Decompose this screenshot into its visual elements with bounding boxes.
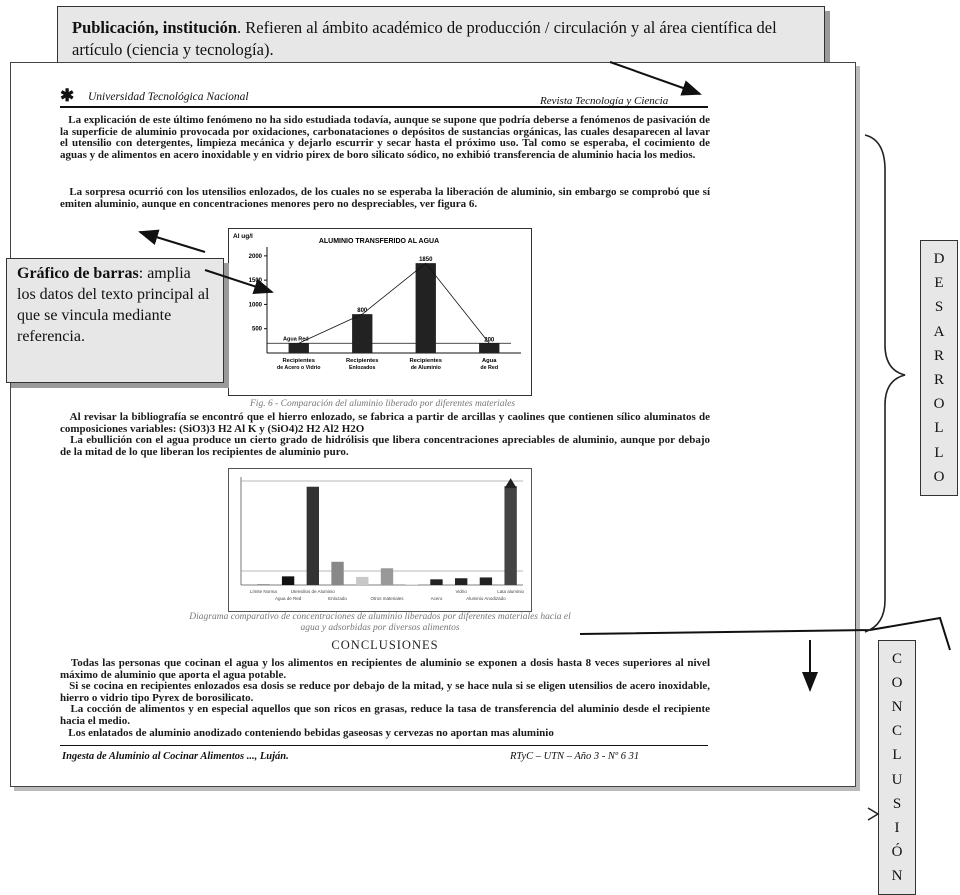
arrow-to-reference bbox=[138, 229, 206, 253]
paragraph-1: La explicación de este último fenómeno n… bbox=[60, 114, 711, 161]
chart-2-svg: Límite Norma Agua de Red Utensilios de Alu… bbox=[240, 477, 525, 601]
chart-1-category-label: Recipientes bbox=[282, 358, 315, 364]
figure-1-caption: Fig. 6 - Comparación del aluminio libera… bbox=[250, 399, 516, 409]
conclusions-text: Todas las personas que cocinan el agua y… bbox=[60, 657, 711, 739]
paragraph-2: La sorpresa ocurrió con los utensilios e… bbox=[60, 186, 711, 210]
chart-1-ytick-label: 2000 bbox=[249, 254, 263, 260]
chart-1-bar bbox=[352, 314, 373, 353]
chart-1-ytick-label: 1000 bbox=[249, 302, 263, 308]
chart-1-bar bbox=[288, 343, 309, 353]
conclusion-letter: Ó bbox=[891, 843, 903, 860]
chart-2-category-label: Lata aluminio bbox=[497, 589, 524, 594]
chart-2-bar bbox=[430, 579, 443, 585]
chart-1-bar bbox=[415, 263, 436, 353]
desarrollo-letter: R bbox=[933, 347, 944, 364]
arrow-to-header bbox=[609, 61, 702, 96]
conclusion-letter: S bbox=[892, 795, 902, 812]
chart-2-category-label: Utensilios de Aluminio bbox=[291, 589, 336, 594]
desarrollo-letter: L bbox=[934, 420, 944, 437]
desarrollo-letter: L bbox=[934, 444, 944, 461]
chart-1-category-label: Enlozados bbox=[349, 365, 376, 371]
chart-1-ylabel: Al ug/l bbox=[233, 233, 253, 240]
chart-1-data-label: 200 bbox=[484, 337, 495, 343]
paragraph-3: Al revisar la bibliografía se encontró q… bbox=[60, 411, 711, 458]
chart-1-title: ALUMINIO TRANSFERIDO AL AGUA bbox=[319, 238, 439, 245]
chart-2-category-label: Enlozado bbox=[328, 596, 347, 601]
arrow-to-chart bbox=[204, 269, 274, 294]
conclusion-pointer-icon bbox=[867, 807, 880, 821]
chart-2-bar bbox=[331, 561, 344, 585]
chart-1-category-label: de Red bbox=[480, 365, 498, 371]
chart-1-svg: ALUMINIO TRANSFERIDO AL AGUA Al ug/l 500 10… bbox=[233, 233, 521, 371]
chart-1-category-label: Recipientes bbox=[409, 358, 442, 364]
callout-publication: Publicación, institución. Refieren al ám… bbox=[57, 6, 825, 72]
chart-2-bar bbox=[380, 568, 394, 585]
chart-1-bar bbox=[479, 343, 500, 353]
desarrollo-brace-icon bbox=[864, 134, 906, 633]
utn-logo-icon: ✱ bbox=[60, 86, 75, 105]
callout-bar-chart: Gráfico de barras: amplia los datos del … bbox=[6, 258, 224, 383]
chart-2-bar bbox=[504, 486, 517, 585]
callout-publication-text: . Refieren al ámbito académico de produc… bbox=[72, 18, 777, 59]
conclusion-letter: U bbox=[891, 771, 903, 788]
desarrollo-letter: S bbox=[934, 299, 944, 316]
figure-2-bar-chart: Límite Norma Agua de Red Utensilios de Alu… bbox=[228, 468, 532, 612]
desarrollo-letter: O bbox=[933, 468, 945, 485]
desarrollo-letter: D bbox=[933, 251, 945, 268]
chart-1-data-label: 800 bbox=[357, 308, 368, 314]
conclusion-letter: I bbox=[894, 819, 900, 836]
chart-2-category-label: Vidrio bbox=[455, 589, 467, 594]
conclusion-letter: L bbox=[892, 747, 902, 764]
conclusions-title: CONCLUSIONES bbox=[331, 638, 439, 652]
chart-1-annotation: Agua Red bbox=[283, 336, 309, 342]
chart-1-data-label: 1850 bbox=[419, 257, 433, 263]
footer-issue: RTyC – UTN – Año 3 - Nº 6 31 bbox=[510, 751, 640, 762]
chart-2-category-label: Agua de Red bbox=[275, 596, 302, 601]
chart-2-bar bbox=[306, 486, 319, 585]
callout-bar-chart-text: : amplia los datos del texto principal a… bbox=[17, 265, 210, 345]
callout-bar-chart-title: Gráfico de barras bbox=[17, 265, 139, 282]
scanned-page bbox=[10, 62, 856, 787]
conclusion-letter: N bbox=[891, 699, 903, 716]
desarrollo-letter: O bbox=[933, 396, 945, 413]
chart-1-category-label: de Aluminio bbox=[411, 365, 442, 371]
callout-publication-title: Publicación, institución bbox=[72, 18, 238, 37]
chart-1-category-label: de Acero o Vidrio bbox=[277, 365, 321, 371]
chart-2-category-label: Acero bbox=[431, 596, 443, 601]
figure-1-bar-chart: ALUMINIO TRANSFERIDO AL AGUA Al ug/l 500 10… bbox=[228, 228, 532, 396]
footer-title: Ingesta de Aluminio al Cocinar Alimentos… bbox=[62, 751, 289, 762]
chart-2-arrow-icon bbox=[504, 478, 517, 489]
conclusion-letter: C bbox=[891, 651, 902, 668]
chart-2-category-label: Otros materiales bbox=[370, 596, 404, 601]
chart-2-bar bbox=[479, 577, 493, 585]
chart-2-category-label: Límite Norma bbox=[250, 589, 278, 594]
chart-1-ytick-label: 500 bbox=[252, 327, 263, 333]
conclusion-letter: O bbox=[891, 675, 903, 692]
chart-1-category-label: Recipientes bbox=[346, 358, 379, 364]
conclusion-marker-line bbox=[579, 616, 951, 651]
chart-1-category-label: Agua bbox=[482, 358, 497, 364]
desarrollo-letter: E bbox=[934, 275, 944, 292]
header-rule bbox=[60, 106, 708, 108]
chart-1-trend-line bbox=[298, 262, 490, 344]
chart-2-bar bbox=[356, 576, 369, 585]
desarrollo-letter: A bbox=[933, 323, 945, 340]
chart-2-bar bbox=[281, 576, 295, 585]
chart-2-category-label: Aluminio Anodizado bbox=[466, 596, 506, 601]
chart-2-bar bbox=[257, 584, 270, 585]
desarrollo-letter: R bbox=[933, 372, 944, 389]
figure-2-caption: Diagrama comparativo de concentraciones … bbox=[189, 612, 571, 633]
header-journal: Revista Tecnología y Ciencia bbox=[540, 95, 669, 107]
footer-rule bbox=[60, 745, 708, 746]
conclusion-letter: C bbox=[891, 723, 902, 740]
chart-2-bar bbox=[455, 578, 468, 585]
conclusion-letter: N bbox=[891, 867, 903, 884]
chart-2-bar bbox=[405, 584, 418, 585]
header-university: Universidad Tecnológica Nacional bbox=[88, 91, 249, 103]
